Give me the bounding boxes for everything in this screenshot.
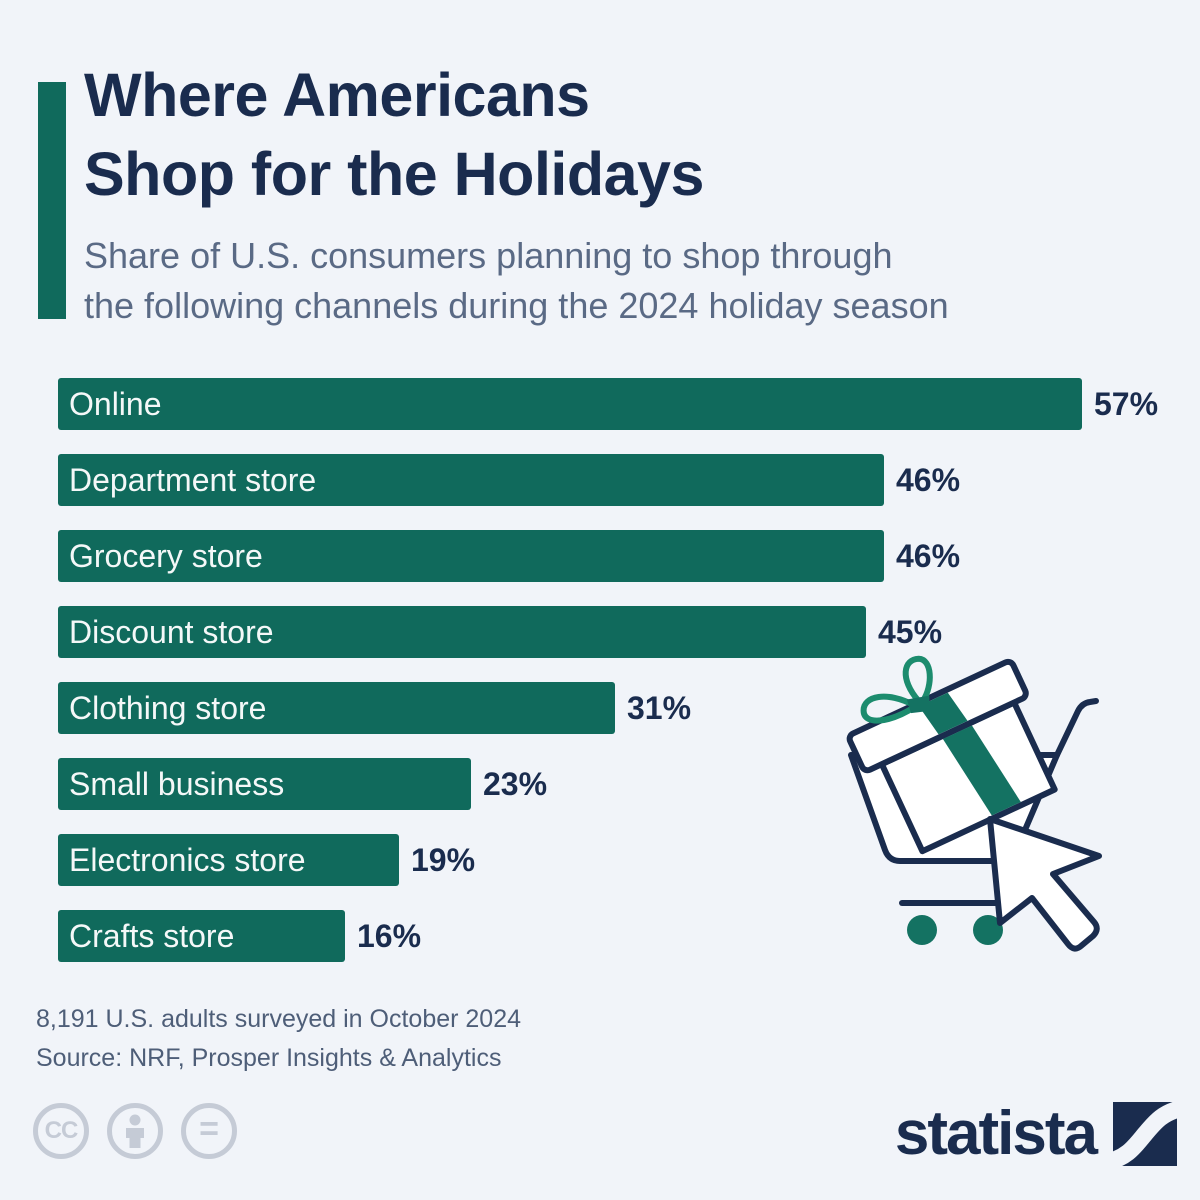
bar: Grocery store <box>58 530 884 582</box>
bar-value-label: 19% <box>411 841 476 878</box>
bar-row: Department store 46% <box>58 454 1178 506</box>
cc-no-derivatives-equals-icon[interactable]: = <box>181 1103 237 1159</box>
page-subtitle: Share of U.S. consumers planning to shop… <box>84 231 1084 331</box>
bar: Clothing store <box>58 682 615 734</box>
bar-row: Electronics store 19% <box>58 834 1178 886</box>
source-note: Source: NRF, Prosper Insights & Analytic… <box>36 1044 502 1072</box>
subtitle-line-1: Share of U.S. consumers planning to shop… <box>84 235 893 276</box>
bar-category-label: Department store <box>69 461 317 498</box>
bar: Crafts store <box>58 910 345 962</box>
bar: Discount store <box>58 606 866 658</box>
bar-value-label: 45% <box>878 613 943 650</box>
bar-category-label: Small business <box>69 765 285 802</box>
bar-value-label: 16% <box>357 917 422 954</box>
footnotes: 8,191 U.S. adults surveyed in October 20… <box>36 1000 521 1078</box>
bar-category-label: Electronics store <box>69 841 306 878</box>
title-line-2: Shop for the Holidays <box>84 140 704 208</box>
cc-attribution-person-icon[interactable] <box>107 1103 163 1159</box>
bar-row: Grocery store 46% <box>58 530 1178 582</box>
survey-note: 8,191 U.S. adults surveyed in October 20… <box>36 1005 522 1033</box>
bar-category-label: Grocery store <box>69 537 263 574</box>
title-accent-bar <box>38 82 66 319</box>
license-badges[interactable]: CC = <box>33 1103 237 1159</box>
bar-row: Clothing store 31% <box>58 682 1178 734</box>
bar-value-label: 57% <box>1094 385 1159 422</box>
bar-value-label: 23% <box>483 765 548 802</box>
page-title: Where Americans Shop for the Holidays <box>84 56 1084 214</box>
bar-category-label: Clothing store <box>69 689 267 726</box>
bar-row: Discount store 45% <box>58 606 1178 658</box>
bar-row: Crafts store 16% <box>58 910 1178 962</box>
statista-wordmark: statista <box>894 1099 1098 1168</box>
bar-row: Online 57% <box>58 378 1178 430</box>
bar: Online <box>58 378 1082 430</box>
bar-category-label: Crafts store <box>69 917 235 954</box>
title-line-1: Where Americans <box>84 61 590 129</box>
bar: Electronics store <box>58 834 399 886</box>
bar: Department store <box>58 454 884 506</box>
shopping-cart-illustration <box>846 655 1102 952</box>
bar-value-label: 46% <box>896 461 961 498</box>
bar: Small business <box>58 758 471 810</box>
gift-icon <box>846 655 1058 855</box>
statista-logo[interactable]: statista <box>895 1098 1177 1169</box>
bar-chart: Online 57% Department store 46% Grocery … <box>58 378 1178 986</box>
header: Where Americans Shop for the Holidays Sh… <box>84 56 1084 331</box>
bar-row: Small business 23% <box>58 758 1178 810</box>
cursor-icon <box>987 816 1102 952</box>
bar-category-label: Discount store <box>69 613 274 650</box>
statista-logo-mark <box>1113 1101 1177 1166</box>
bar-value-label: 31% <box>627 689 692 726</box>
cc-icon[interactable]: CC <box>33 1103 89 1159</box>
subtitle-line-2: the following channels during the 2024 h… <box>84 285 949 326</box>
bar-category-label: Online <box>69 385 162 422</box>
bar-value-label: 46% <box>896 537 961 574</box>
